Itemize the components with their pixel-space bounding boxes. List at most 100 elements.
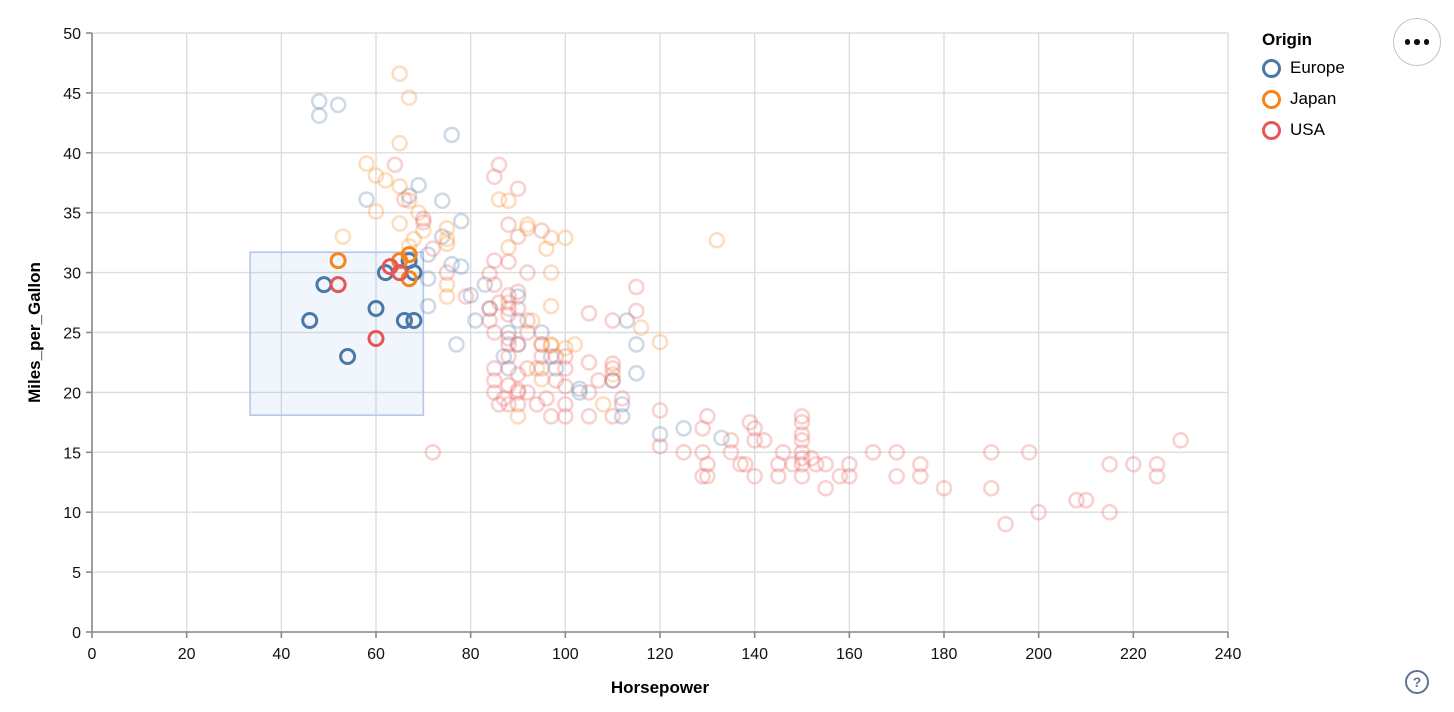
point [594,396,612,413]
point [410,204,427,221]
point [415,210,432,227]
point [467,312,484,329]
point [509,408,527,425]
y-tick-label: 25 [63,326,81,343]
axes: 0 20 40 60 80 100 120 140 160 180 200 220 240 0 5 10 15 2… [63,26,1241,663]
point [519,264,536,281]
point [419,297,437,315]
point [495,390,513,407]
point [490,156,508,174]
x-tick-label: 0 [88,646,97,663]
question-mark-icon: ? [1412,674,1422,690]
x-tick-label: 200 [1025,646,1052,663]
point [509,283,527,301]
point [542,337,560,354]
point [443,126,461,144]
point [557,348,574,365]
point [590,372,607,389]
point [571,380,588,398]
point [699,467,716,485]
point [831,467,849,485]
point [1148,455,1166,473]
y-axis-title: Miles_per_Gallon [25,262,44,403]
point [481,300,498,317]
point [509,396,527,413]
y-tick-label: 0 [72,625,81,642]
point [604,372,621,389]
point [557,408,574,425]
point [1030,503,1047,521]
point [533,336,550,353]
point [500,396,517,413]
actions-menu-button[interactable] [1393,18,1441,66]
point [486,252,503,269]
point [997,515,1014,533]
point [613,408,631,425]
point [310,107,328,124]
point [500,348,517,365]
point [793,432,811,449]
point [509,288,527,305]
selected-point [391,264,409,282]
y-tick-label: 5 [72,565,81,582]
point [391,65,408,83]
point [817,479,834,497]
point [386,156,404,174]
point [500,253,517,271]
point [490,294,508,311]
brush-selection[interactable] [249,251,425,416]
x-tick-label: 180 [931,646,958,663]
point [329,96,347,114]
point [651,333,669,351]
legend-circle-icon [1262,89,1281,109]
point [628,364,645,382]
point [396,191,413,208]
point [486,384,503,401]
selected-point [367,329,385,347]
point [1148,467,1166,485]
legend-label: Europe [1290,58,1345,77]
point [557,396,574,413]
point [571,384,588,401]
point [500,300,517,317]
point [1125,455,1142,473]
help-button[interactable]: ? [1405,670,1429,694]
point [1077,491,1095,509]
point [519,324,536,341]
point [391,134,408,152]
point [509,300,527,317]
point [651,438,669,455]
point [448,336,465,353]
point [519,216,536,233]
point [793,408,811,425]
point [490,396,508,413]
point [509,228,527,245]
point [519,384,536,401]
legend-item-japan: Japan [1262,89,1345,109]
point [538,390,555,407]
point [793,449,811,467]
point [509,180,527,198]
point [722,432,740,449]
x-axis-title: Horsepower [611,678,710,697]
point [419,270,437,287]
point [613,396,631,413]
legend-circle-icon [1262,58,1281,78]
point [694,443,711,461]
point [500,239,517,256]
point [675,443,692,461]
x-tick-label: 80 [462,646,480,663]
point [699,455,716,473]
point [912,467,929,485]
point [741,414,759,431]
point [452,258,470,275]
point [438,288,456,305]
y-tick-label: 20 [63,385,81,402]
point [694,420,711,437]
selected-point [329,252,347,270]
x-tick-label: 240 [1215,646,1242,663]
point [519,219,536,237]
point [912,455,929,473]
point [542,297,560,315]
